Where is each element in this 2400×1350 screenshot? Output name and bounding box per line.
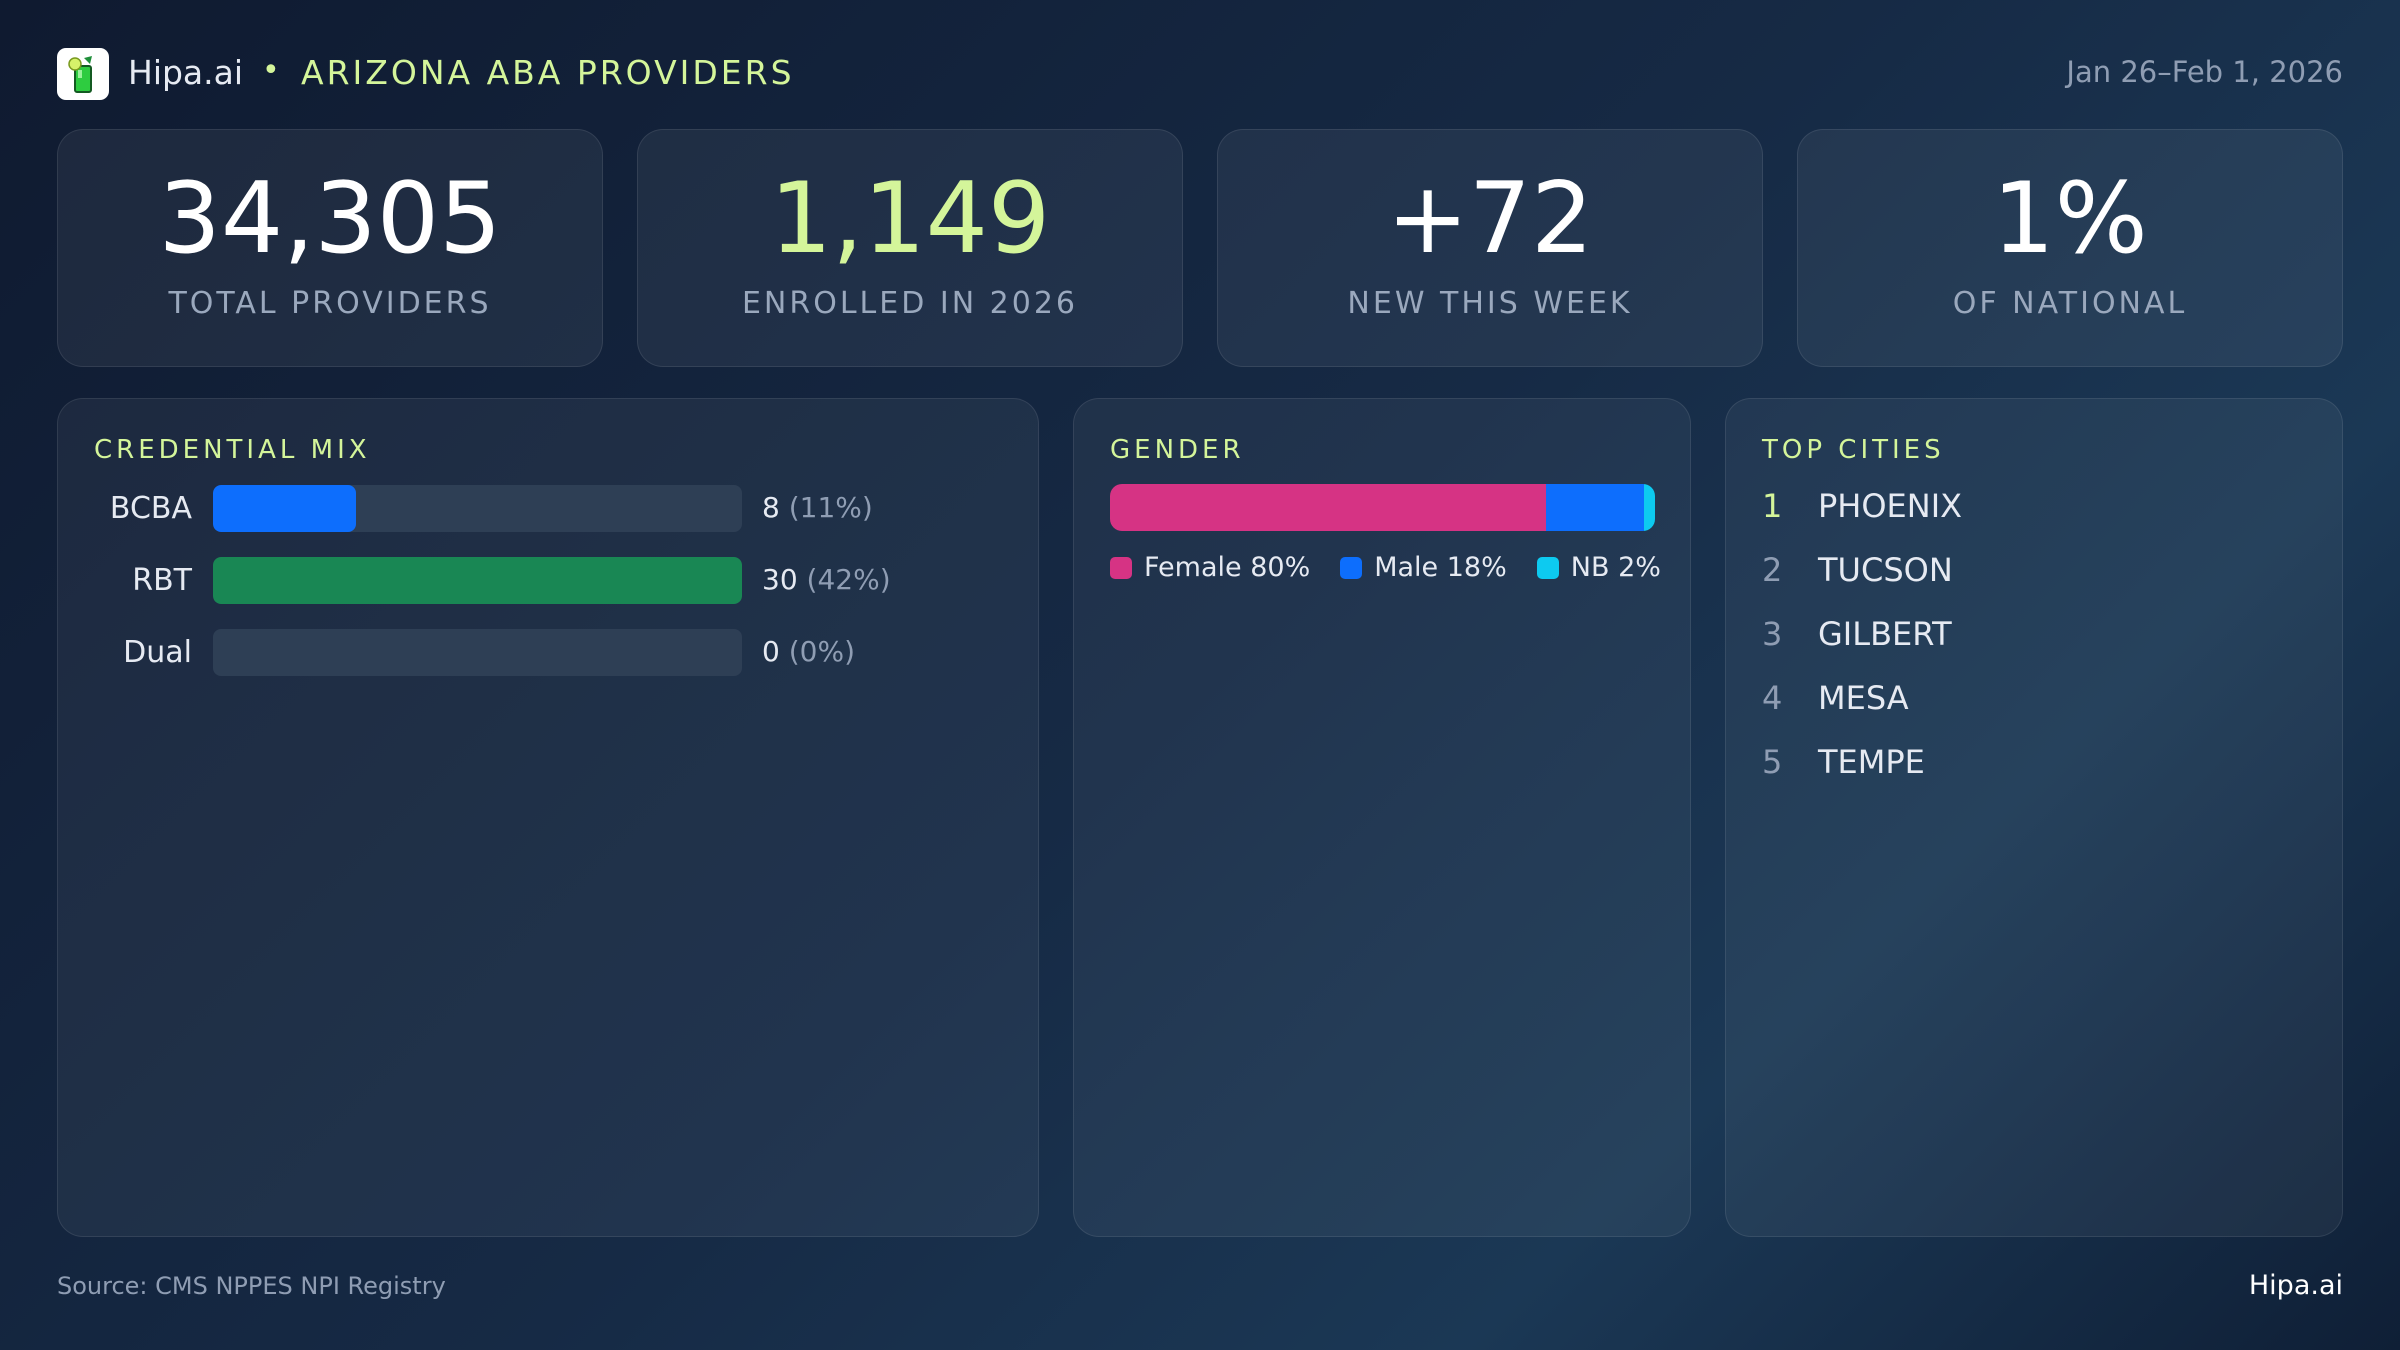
footer-brand: Hipa.ai	[2248, 1270, 2343, 1301]
kpi-value: +72	[1386, 162, 1594, 276]
kpi-label: TOTAL PROVIDERS	[168, 286, 492, 321]
kpi-value: 1%	[1992, 162, 2148, 276]
credential-mix-panel: CREDENTIAL MIX BCBA 8 (11%) RBT 30 (42%) D…	[57, 398, 1039, 1237]
legend-label: Female 80%	[1144, 552, 1311, 583]
gender-segment-2	[1644, 484, 1655, 531]
kpi-enrolled-2026: 1,149 ENROLLED IN 2026	[637, 129, 1183, 367]
credential-count: 0	[762, 635, 780, 668]
credential-bar-track	[213, 485, 742, 532]
city-name: PHOENIX	[1818, 487, 1963, 525]
city-rank: 1	[1762, 487, 1783, 525]
city-rank: 3	[1762, 615, 1783, 653]
kpi-total-providers: 34,305 TOTAL PROVIDERS	[57, 129, 603, 367]
city-name: TEMPE	[1818, 743, 1925, 781]
legend-item: Male 18%	[1340, 552, 1507, 583]
credential-value: 8 (11%)	[762, 491, 873, 524]
panel-title: CREDENTIAL MIX	[94, 435, 371, 465]
city-name: GILBERT	[1818, 615, 1952, 653]
city-item: 5 TEMPE	[1762, 743, 1925, 781]
header-separator: •	[262, 53, 280, 88]
kpi-of-national: 1% OF NATIONAL	[1797, 129, 2343, 367]
city-rank: 4	[1762, 679, 1783, 717]
kpi-value: 1,149	[769, 162, 1051, 276]
credential-pct: (42%)	[806, 563, 891, 596]
credential-value: 0 (0%)	[762, 635, 855, 668]
date-range: Jan 26–Feb 1, 2026	[2066, 55, 2343, 89]
kpi-value: 34,305	[158, 162, 502, 276]
gender-segment-0	[1110, 484, 1546, 531]
credential-count: 8	[762, 491, 780, 524]
credential-label: BCBA	[109, 491, 192, 526]
legend-swatch	[1110, 556, 1132, 579]
credential-value: 30 (42%)	[762, 563, 891, 596]
gender-legend: Female 80% Male 18% NB 2%	[1110, 552, 1661, 583]
credential-pct: (0%)	[788, 635, 856, 668]
credential-row-bcba: BCBA 8 (11%)	[58, 485, 1038, 532]
legend-label: Male 18%	[1374, 552, 1507, 583]
gender-panel: GENDER Female 80% Male 18% NB 2%	[1073, 398, 1691, 1237]
city-item: 1 PHOENIX	[1762, 487, 1962, 525]
gender-segment-1	[1546, 484, 1645, 531]
hipa-logo	[57, 48, 109, 100]
kpi-new-this-week: +72 NEW THIS WEEK	[1217, 129, 1763, 367]
credential-bar-track	[213, 557, 742, 604]
city-rank: 2	[1762, 551, 1783, 589]
panel-title: TOP CITIES	[1762, 435, 1945, 465]
city-item: 4 MESA	[1762, 679, 1909, 717]
legend-swatch	[1536, 556, 1559, 579]
source-note: Source: CMS NPPES NPI Registry	[57, 1272, 446, 1300]
kpi-label: ENROLLED IN 2026	[741, 286, 1079, 321]
gender-stacked-bar	[1110, 484, 1655, 531]
top-cities-panel: TOP CITIES 1 PHOENIX 2 TUCSON 3 GILBERT 4 MESA 5…	[1725, 398, 2343, 1237]
kpi-label: OF NATIONAL	[1952, 286, 2188, 321]
credential-count: 30	[762, 563, 798, 596]
legend-label: NB 2%	[1570, 552, 1661, 583]
credential-label: RBT	[132, 563, 192, 598]
legend-item: NB 2%	[1536, 552, 1661, 583]
kpi-label: NEW THIS WEEK	[1347, 286, 1633, 321]
credential-row-dual: Dual 0 (0%)	[58, 629, 1038, 676]
credential-label: Dual	[123, 635, 192, 670]
legend-swatch	[1340, 556, 1363, 579]
page-title: ARIZONA ABA PROVIDERS	[301, 53, 795, 92]
credential-bar-fill	[213, 485, 356, 532]
brand-name: Hipa.ai	[128, 53, 244, 92]
city-name: TUCSON	[1818, 551, 1953, 589]
city-item: 2 TUCSON	[1762, 551, 1953, 589]
credential-bar-track	[213, 629, 742, 676]
panel-title: GENDER	[1110, 435, 1245, 465]
legend-item: Female 80%	[1110, 552, 1310, 583]
credential-row-rbt: RBT 30 (42%)	[58, 557, 1038, 604]
city-rank: 5	[1762, 743, 1783, 781]
mojito-glass-icon	[68, 56, 92, 93]
credential-pct: (11%)	[788, 491, 873, 524]
city-item: 3 GILBERT	[1762, 615, 1952, 653]
credential-bar-fill	[213, 557, 742, 604]
city-name: MESA	[1818, 679, 1909, 717]
